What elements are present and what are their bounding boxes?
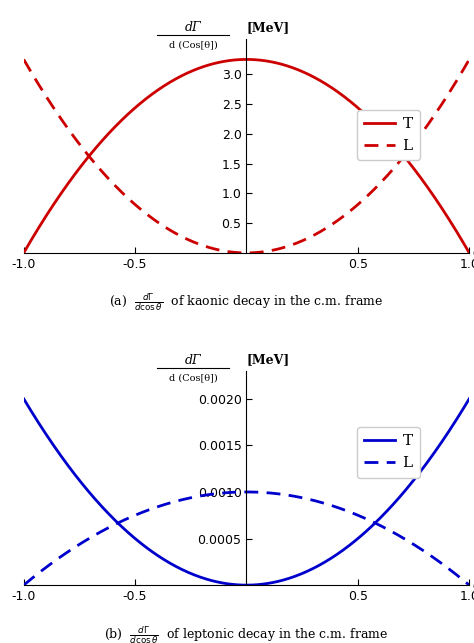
L: [284, 242, 290, 250]
T: [100, 503, 105, 511]
L: [357, 512, 363, 520]
L: [21, 55, 27, 63]
Text: (b)  $\frac{d\Gamma}{d\cos\theta}$  of leptonic decay in the c.m. frame: (b) $\frac{d\Gamma}{d\cos\theta}$ of lep…: [104, 624, 389, 643]
T: [466, 249, 472, 257]
T: [136, 538, 141, 545]
Text: Cos[θ]: Cos[θ]: [473, 246, 474, 259]
T: [243, 581, 249, 589]
T: [466, 395, 472, 403]
Legend: T, L: T, L: [356, 427, 420, 478]
L: [100, 527, 105, 535]
T: [357, 105, 363, 113]
Text: [MeV]: [MeV]: [246, 354, 290, 367]
T: [284, 62, 290, 69]
T: [100, 136, 105, 144]
L: [466, 55, 472, 63]
L: [222, 489, 228, 496]
Legend: T, L: T, L: [356, 109, 420, 161]
Text: d (Cos[θ]): d (Cos[θ]): [169, 41, 218, 50]
L: [357, 199, 363, 206]
L: [222, 248, 228, 255]
T: [21, 395, 27, 403]
Line: T: T: [24, 59, 469, 253]
L: [243, 488, 249, 496]
Text: d (Cos[θ]): d (Cos[θ]): [169, 373, 218, 382]
Line: L: L: [24, 59, 469, 253]
T: [222, 57, 228, 65]
Line: L: L: [24, 492, 469, 585]
Text: dΓ: dΓ: [185, 21, 201, 34]
T: [21, 249, 27, 257]
Text: (a)  $\frac{d\Gamma}{d\cos\theta}$  of kaonic decay in the c.m. frame: (a) $\frac{d\Gamma}{d\cos\theta}$ of kao…: [109, 291, 383, 313]
T: [136, 101, 141, 109]
T: [319, 560, 325, 568]
Text: [MeV]: [MeV]: [246, 21, 290, 34]
T: [243, 55, 249, 63]
T: [284, 575, 290, 583]
Text: dΓ: dΓ: [185, 354, 201, 367]
L: [466, 581, 472, 589]
T: [222, 579, 228, 587]
T: [319, 78, 325, 86]
L: [284, 491, 290, 499]
L: [21, 581, 27, 589]
L: [319, 499, 325, 507]
L: [136, 203, 141, 211]
Line: T: T: [24, 399, 469, 585]
L: [243, 249, 249, 257]
Text: Cos[θ]: Cos[θ]: [473, 579, 474, 592]
L: [100, 168, 105, 176]
L: [319, 227, 325, 235]
T: [357, 533, 363, 541]
L: [136, 510, 141, 518]
